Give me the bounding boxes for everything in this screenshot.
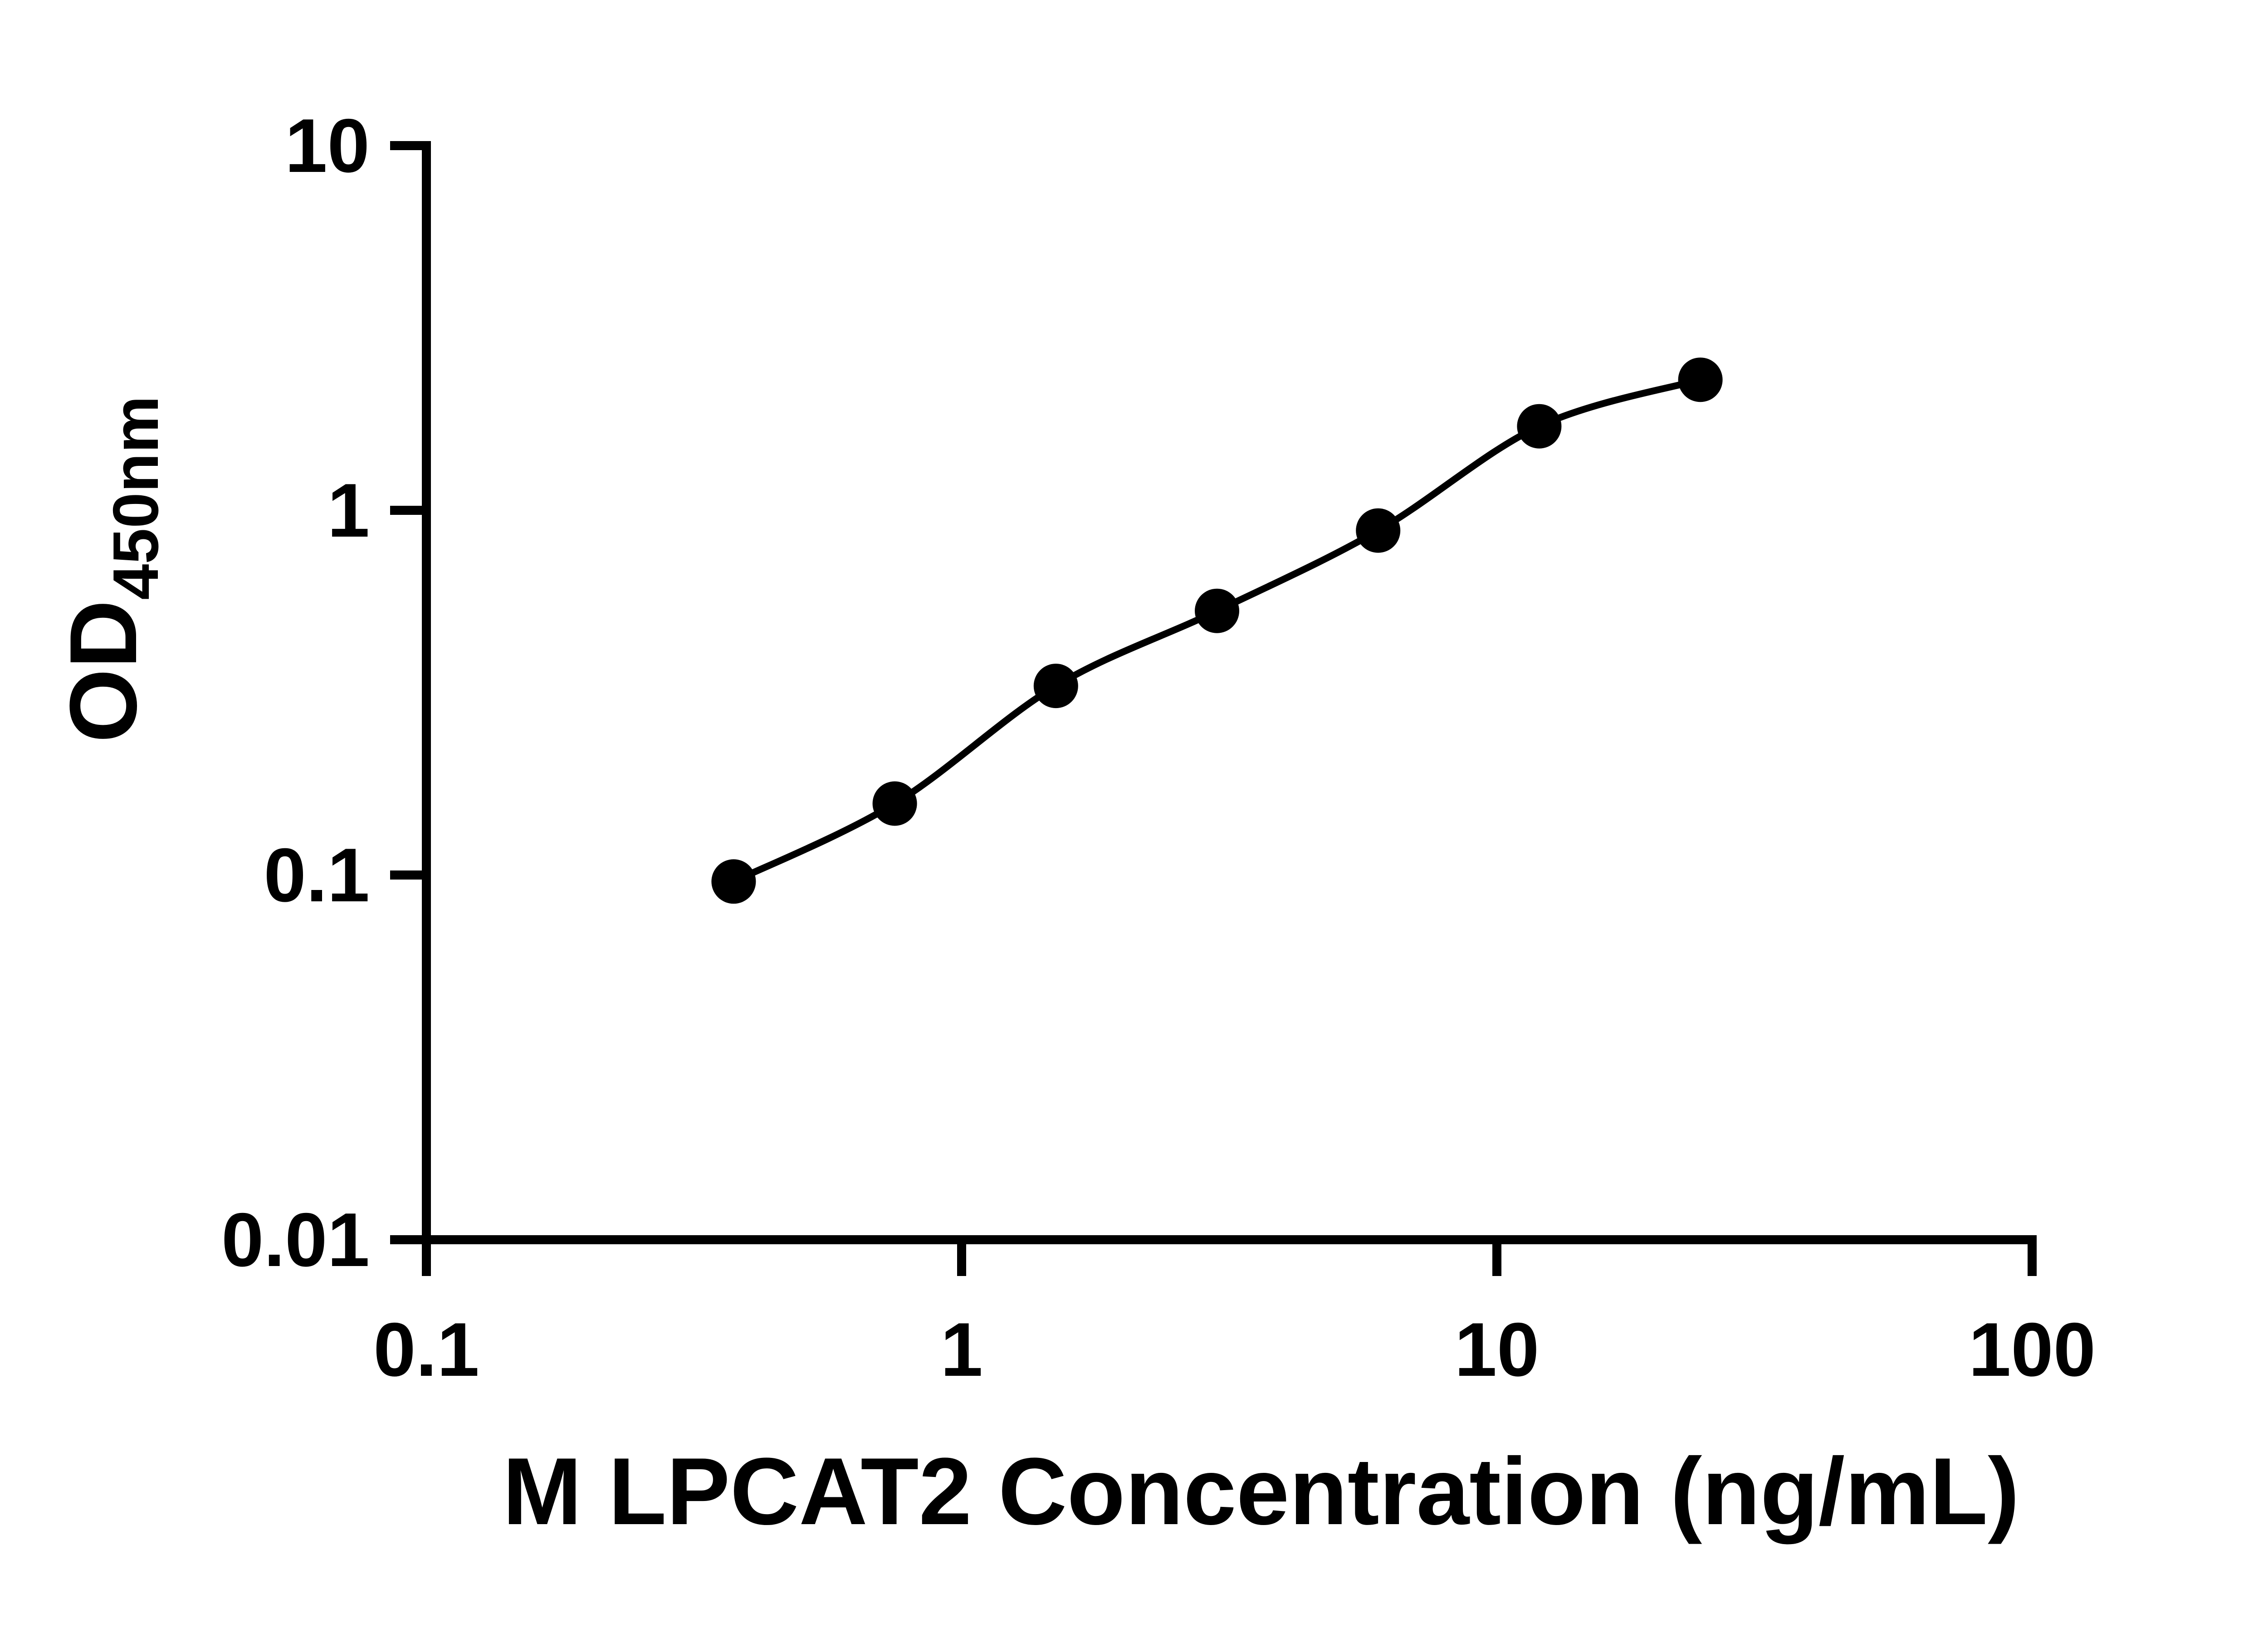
data-point [1033,664,1078,709]
data-point [872,781,917,826]
y-axis-title-subscript: 450nm [100,396,172,600]
x-tick-label: 100 [1969,1307,2096,1392]
tick-marks [390,141,2037,1276]
y-tick-label: 0.01 [221,1197,370,1282]
data-point [1195,588,1239,633]
x-axis-title: M LPCAT2 Concentration (ng/mL) [503,1438,2019,1545]
data-point [1678,357,1723,402]
y-axis-title-main: OD [50,600,156,743]
data-point [1356,508,1401,553]
x-tick-label: 10 [1455,1307,1540,1392]
y-tick-label: 1 [327,468,370,553]
y-tick-label: 0.1 [264,832,370,918]
y-tick-label: 10 [285,103,370,188]
axes [422,141,2037,1244]
data-point [711,859,756,904]
data-point [1517,404,1562,449]
x-tick-label: 1 [940,1307,982,1392]
data-point-layer [711,357,1723,904]
y-axis-title: OD450nm [50,396,172,743]
x-tick-label: 0.1 [373,1307,479,1392]
